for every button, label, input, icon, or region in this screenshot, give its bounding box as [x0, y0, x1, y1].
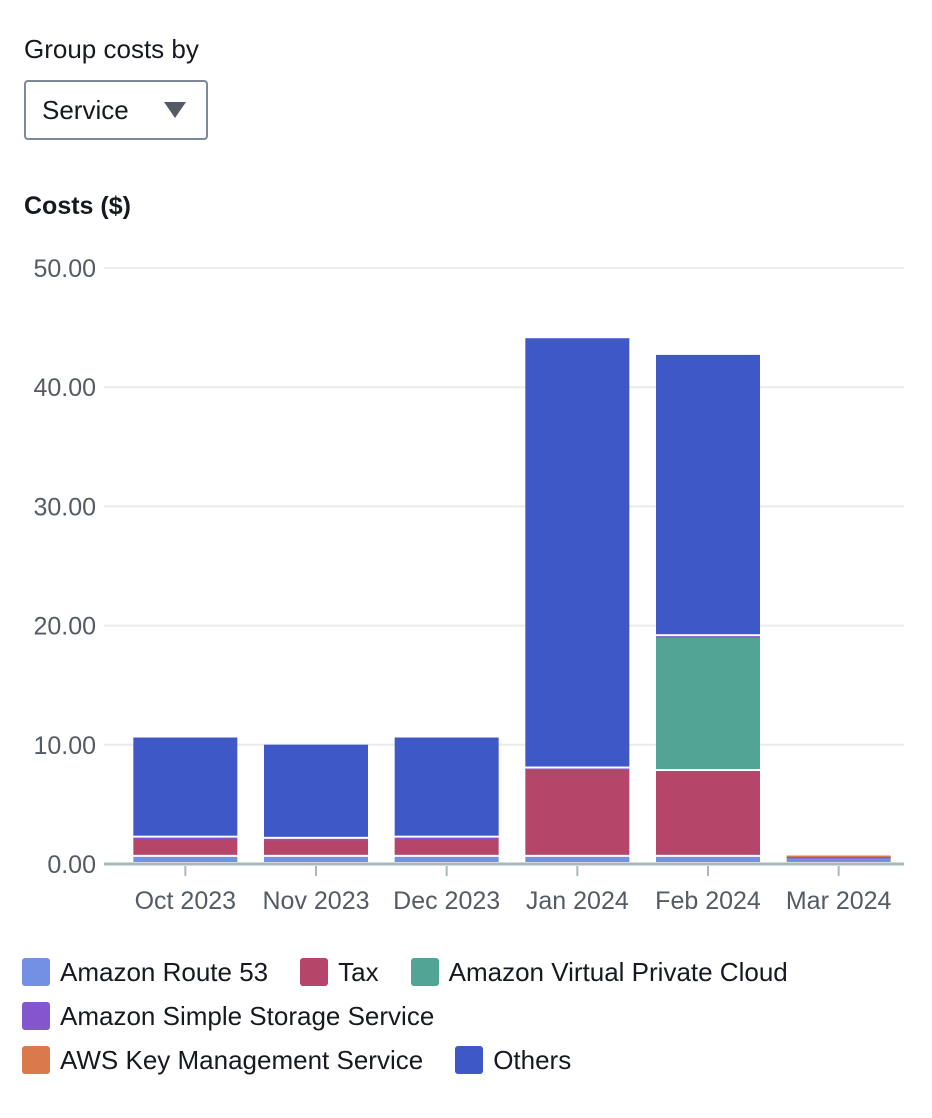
legend-row: Amazon Simple Storage Service	[22, 994, 912, 1038]
bar-segment	[786, 856, 891, 859]
group-by-dropdown[interactable]: Service	[24, 80, 208, 140]
legend-label: Others	[493, 1044, 572, 1075]
legend-label: Tax	[338, 956, 379, 987]
bar-segment	[656, 354, 760, 635]
chart-legend: Amazon Route 53 Tax Amazon Virtual Private…	[22, 950, 912, 1082]
bar-segment	[264, 856, 368, 862]
legend-item[interactable]: Others	[455, 1045, 571, 1076]
bar-segment	[786, 858, 891, 862]
legend-item[interactable]: Amazon Route 53	[22, 957, 268, 988]
y-tick-label: 20.00	[33, 613, 96, 641]
bar-segment	[133, 837, 238, 855]
legend-row: Amazon Route 53 Tax Amazon Virtual Private…	[22, 950, 912, 994]
cost-bar-chart: 0.00 10.00 20.00 30.00 40.00 50.00 Oct 2023 Nov…	[33, 255, 904, 915]
legend-swatch	[22, 1002, 50, 1030]
x-tick-label: Jan 2024	[526, 887, 629, 915]
bar-segment	[656, 856, 760, 862]
legend-label: AWS Key Management Service	[60, 1044, 424, 1075]
legend-label: Amazon Virtual Private Cloud	[448, 956, 788, 987]
bar-segment	[525, 768, 630, 771]
y-tick-label: 30.00	[33, 493, 96, 521]
x-tick-label: Dec 2023	[393, 887, 500, 915]
legend-swatch	[22, 958, 50, 986]
legend-label: Amazon Route 53	[60, 956, 269, 987]
bar-segment	[525, 856, 630, 862]
bar-segment	[394, 737, 499, 836]
y-axis-title: Costs ($)	[24, 192, 131, 220]
bar-segment	[525, 768, 630, 855]
legend-item[interactable]: Tax	[300, 956, 379, 988]
legend-swatch	[455, 1046, 484, 1074]
group-by-label: Group costs by	[24, 34, 199, 64]
y-tick-label: 10.00	[33, 732, 96, 760]
bar-segment	[394, 837, 499, 840]
legend-row: AWS Key Management Service Others	[22, 1038, 912, 1082]
bar-segment	[264, 838, 368, 841]
bar-segment	[656, 636, 760, 770]
legend-swatch	[410, 958, 439, 986]
legend-swatch	[22, 1046, 50, 1074]
bar-segment	[394, 837, 499, 855]
bar-segment	[656, 636, 760, 638]
caret-down-icon	[164, 102, 186, 118]
bar-segment	[133, 837, 238, 840]
y-tick-label: 50.00	[33, 255, 96, 283]
x-tick-label: Mar 2024	[786, 887, 892, 915]
legend-label: Amazon Simple Storage Service	[60, 1000, 435, 1031]
bar-segment	[133, 737, 238, 836]
legend-item[interactable]: Amazon Simple Storage Service	[22, 1001, 434, 1032]
bar-segment	[786, 855, 891, 858]
legend-item[interactable]: Amazon Virtual Private Cloud	[410, 956, 788, 988]
bar-segment	[264, 838, 368, 855]
legend-swatch	[300, 958, 329, 986]
bar-segment	[394, 856, 499, 862]
bar-segment	[525, 338, 630, 767]
x-tick-label: Nov 2023	[262, 887, 369, 915]
y-tick-label: 0.00	[47, 851, 96, 879]
y-tick-label: 40.00	[33, 374, 96, 402]
group-by-selected-value: Service	[42, 94, 129, 125]
x-tick-label: Oct 2023	[135, 887, 236, 915]
legend-item[interactable]: AWS Key Management Service	[22, 1045, 423, 1076]
x-tick-label: Feb 2024	[655, 887, 761, 915]
bar-segment	[264, 744, 368, 837]
bar-segment	[133, 856, 238, 862]
bar-segment	[656, 771, 760, 855]
